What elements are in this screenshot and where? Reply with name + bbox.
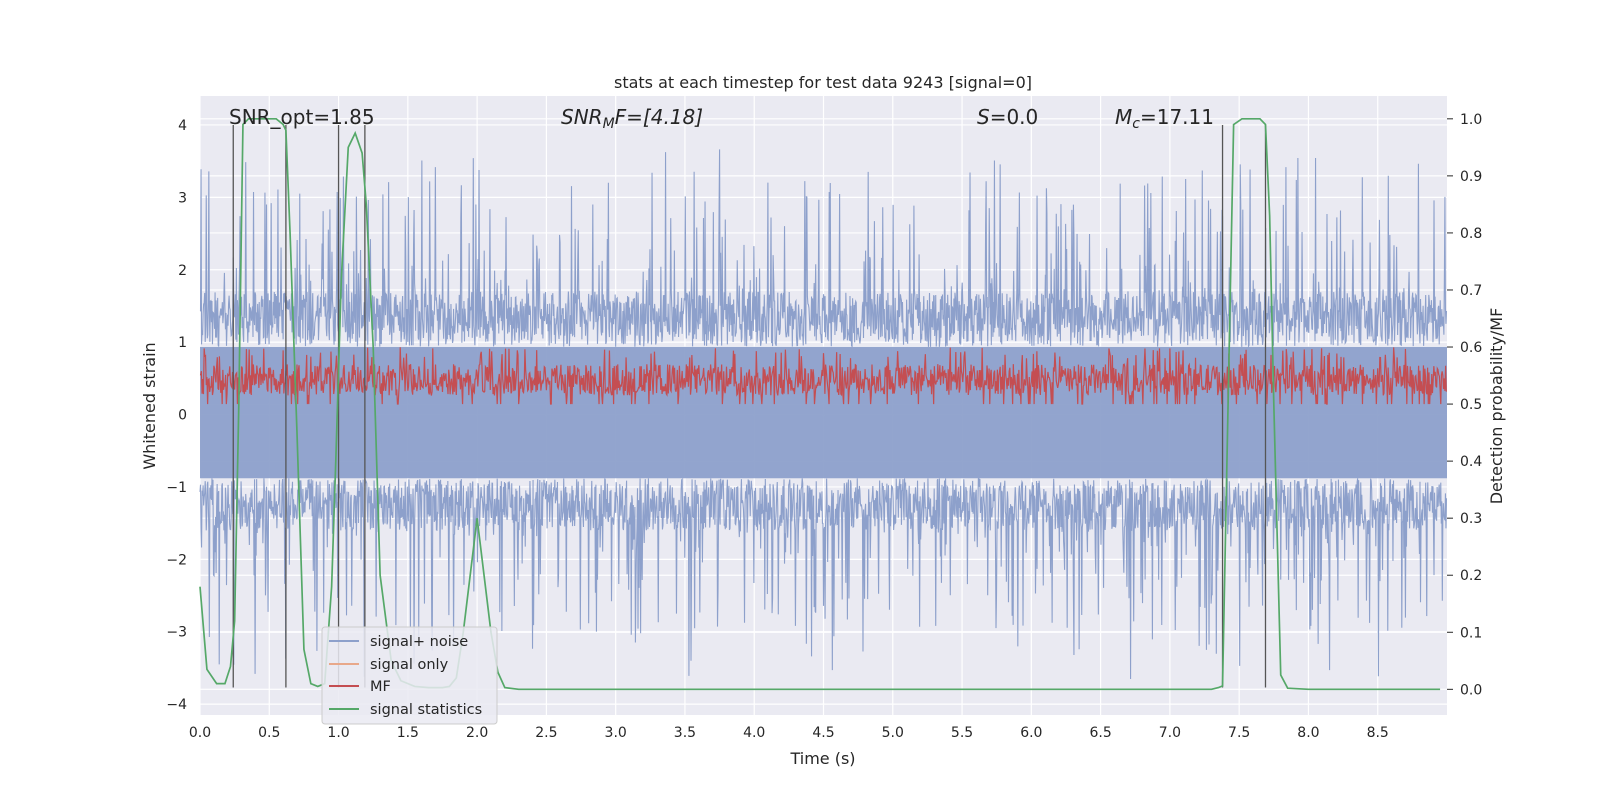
annotation-mc: Mc=17.11	[1115, 105, 1214, 132]
x-tick-label: 3.5	[674, 725, 696, 741]
legend-label-mf: MF	[370, 679, 391, 695]
y-tick-label: 1	[178, 335, 187, 351]
y-tick-label: −2	[166, 552, 187, 568]
legend-label-signal-statistics: signal statistics	[370, 702, 482, 718]
y-tick-label: 3	[178, 190, 187, 206]
y2-axis-label: Detection probability/MF	[1487, 308, 1506, 505]
y2-tick-label: 0.1	[1460, 625, 1482, 641]
y-axis-label: Whitened strain	[140, 342, 159, 469]
legend-label-signal-only: signal only	[370, 657, 449, 673]
y2-tick-label: 0.8	[1460, 226, 1482, 242]
y2-tick-label: 0.6	[1460, 340, 1482, 356]
x-tick-label: 2.5	[535, 725, 557, 741]
x-tick-label: 4.5	[812, 725, 834, 741]
y2-tick-label: 0.7	[1460, 283, 1482, 299]
y-tick-label: 0	[178, 408, 187, 424]
y-tick-label: 4	[178, 118, 187, 134]
y2-axis-ticks: 1.0 0.9 0.8 0.7 0.6 0.5 0.4 0.3 0.2 0.1 0.0	[1447, 112, 1482, 698]
y-tick-label: −4	[166, 697, 187, 713]
y2-tick-label: 0.9	[1460, 169, 1482, 185]
x-tick-label: 2.0	[466, 725, 488, 741]
chart-title: stats at each timestep for test data 924…	[614, 73, 1032, 92]
annotation-s: S=0.0	[977, 105, 1038, 129]
x-tick-label: 0.0	[189, 725, 211, 741]
annotation-snr-opt: SNR_opt=1.85	[229, 105, 375, 129]
x-tick-label: 1.5	[397, 725, 419, 741]
y2-tick-label: 0.4	[1460, 454, 1482, 470]
x-tick-label: 1.0	[327, 725, 349, 741]
x-tick-label: 5.0	[882, 725, 904, 741]
x-tick-label: 5.5	[951, 725, 973, 741]
x-tick-label: 8.0	[1297, 725, 1319, 741]
x-tick-label: 7.5	[1228, 725, 1250, 741]
annotation-snr-mf: SNRMF=[4.18]	[561, 105, 703, 132]
y2-tick-label: 0.2	[1460, 568, 1482, 584]
mf-trace	[199, 347, 1447, 405]
legend: signal+ noise signal only MF signal stat…	[321, 626, 498, 725]
legend-label-signal-noise: signal+ noise	[370, 634, 468, 650]
y-tick-label: −1	[166, 480, 187, 496]
y2-tick-label: 0.0	[1460, 682, 1482, 698]
x-axis-ticks: 0.0 0.5 1.0 1.5 2.0 2.5 3.0 3.5 4.0 4.5 5.0 5.5 6.0 6…	[189, 725, 1389, 741]
x-axis-label: Time (s)	[789, 749, 855, 768]
x-tick-label: 7.0	[1159, 725, 1181, 741]
noise-lower-trace	[199, 477, 1448, 680]
x-tick-label: 4.0	[743, 725, 765, 741]
vertical-markers	[232, 124, 1267, 688]
noise-upper-trace	[199, 149, 1448, 349]
x-tick-label: 6.0	[1020, 725, 1042, 741]
x-tick-label: 3.0	[605, 725, 627, 741]
x-tick-label: 0.5	[258, 725, 280, 741]
y-tick-label: −3	[166, 625, 187, 641]
x-tick-label: 6.5	[1089, 725, 1111, 741]
y-axis-ticks: 4 3 2 1 0 −1 −2 −3 −4	[166, 118, 187, 713]
mf-series	[199, 347, 1447, 405]
y2-tick-label: 1.0	[1460, 112, 1482, 128]
y-tick-label: 2	[178, 263, 187, 279]
y2-tick-label: 0.3	[1460, 511, 1482, 527]
legend-box	[321, 626, 498, 725]
y2-tick-label: 0.5	[1460, 397, 1482, 413]
x-tick-label: 8.5	[1367, 725, 1389, 741]
